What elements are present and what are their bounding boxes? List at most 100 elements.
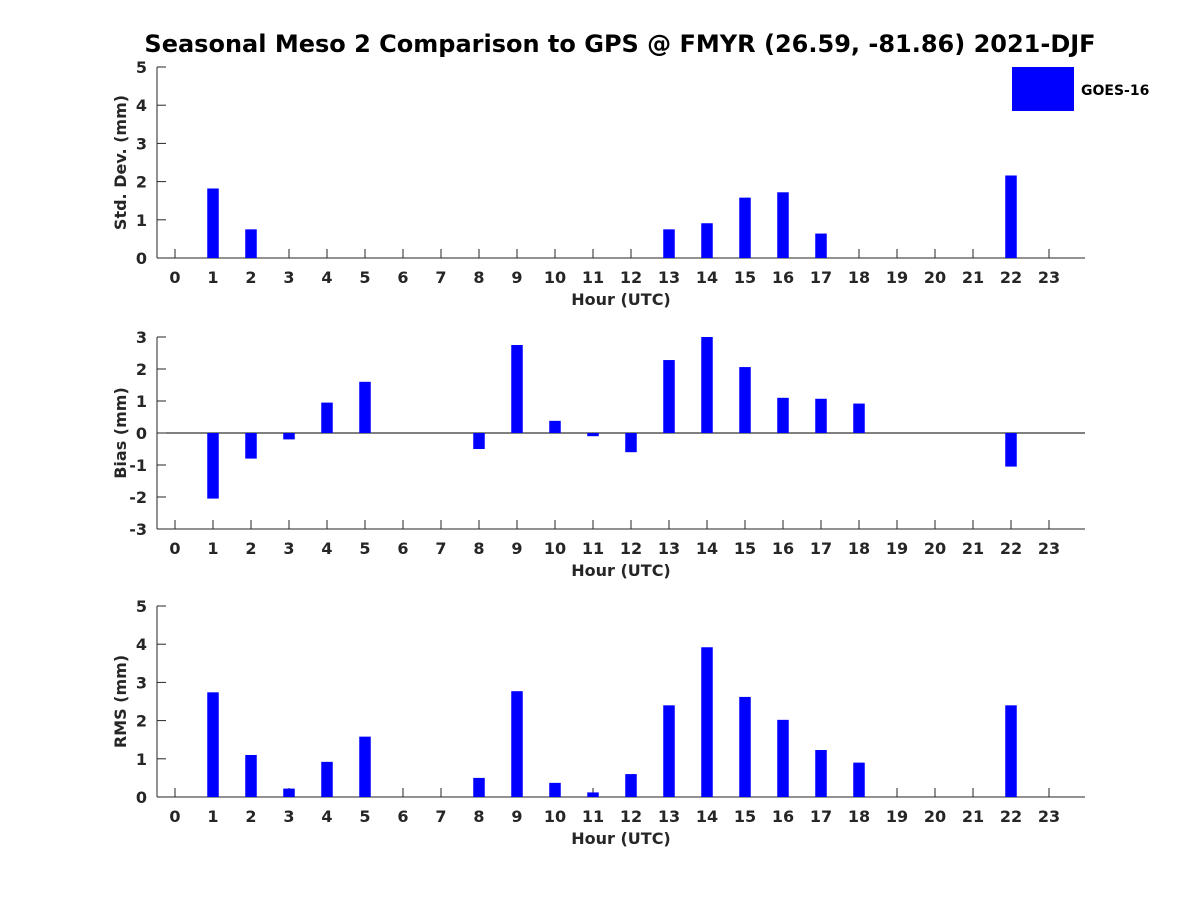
bar-hour-13 <box>663 360 675 433</box>
x-tick-label: 6 <box>397 807 408 826</box>
bar-hour-8 <box>473 777 485 797</box>
x-tick-label: 17 <box>810 807 832 826</box>
x-tick-label: 0 <box>169 807 180 826</box>
bar-hour-12 <box>625 433 637 453</box>
x-tick-label: 13 <box>658 268 680 287</box>
bar-hour-8 <box>473 433 485 449</box>
x-tick-label: 11 <box>582 268 604 287</box>
bar-hour-18 <box>853 762 865 797</box>
x-tick-label: 15 <box>734 807 756 826</box>
x-tick-label: 9 <box>511 807 522 826</box>
x-tick-label: 5 <box>359 539 370 558</box>
bar-hour-3 <box>283 433 295 440</box>
x-tick-label: 3 <box>283 807 294 826</box>
x-tick-label: 18 <box>848 268 870 287</box>
x-axis-label: Hour (UTC) <box>571 290 671 309</box>
bar-hour-3 <box>283 788 295 797</box>
x-tick-label: 18 <box>848 807 870 826</box>
x-tick-label: 19 <box>886 539 908 558</box>
x-tick-label: 14 <box>696 807 718 826</box>
bar-hour-18 <box>853 403 865 433</box>
bar-hour-1 <box>207 433 219 499</box>
x-tick-label: 13 <box>658 807 680 826</box>
y-tick-label: 1 <box>136 392 147 411</box>
x-tick-label: 6 <box>397 539 408 558</box>
x-tick-label: 12 <box>620 268 642 287</box>
x-tick-label: 22 <box>1000 268 1022 287</box>
y-tick-label: 5 <box>136 58 147 77</box>
x-tick-label: 20 <box>924 539 946 558</box>
x-tick-label: 21 <box>962 539 984 558</box>
y-tick-label: -3 <box>129 520 147 539</box>
x-tick-label: 4 <box>321 268 332 287</box>
bar-hour-16 <box>777 397 789 433</box>
bar-hour-10 <box>549 782 561 797</box>
bar-hour-14 <box>701 647 713 797</box>
x-tick-label: 1 <box>207 807 218 826</box>
x-tick-label: 3 <box>283 539 294 558</box>
x-tick-label: 1 <box>207 539 218 558</box>
x-tick-label: 2 <box>245 807 256 826</box>
bar-hour-22 <box>1005 175 1017 258</box>
x-tick-label: 0 <box>169 539 180 558</box>
y-tick-label: -2 <box>129 488 147 507</box>
bar-hour-11 <box>587 433 599 437</box>
y-tick-label: 0 <box>136 249 147 268</box>
x-tick-label: 15 <box>734 268 756 287</box>
x-tick-label: 16 <box>772 268 794 287</box>
y-tick-label: 1 <box>136 211 147 230</box>
x-tick-label: 5 <box>359 807 370 826</box>
bar-hour-13 <box>663 705 675 797</box>
x-tick-label: 7 <box>435 539 446 558</box>
bar-hour-17 <box>815 398 827 433</box>
x-tick-label: 1 <box>207 268 218 287</box>
bar-hour-14 <box>701 223 713 258</box>
x-tick-label: 7 <box>435 807 446 826</box>
bar-hour-4 <box>321 402 333 433</box>
y-tick-label: 2 <box>136 712 147 731</box>
bar-hour-5 <box>359 381 371 433</box>
bar-hour-13 <box>663 229 675 258</box>
bar-hour-9 <box>511 345 523 433</box>
x-tick-label: 23 <box>1038 807 1060 826</box>
bar-hour-16 <box>777 719 789 797</box>
x-tick-label: 11 <box>582 539 604 558</box>
x-tick-label: 20 <box>924 268 946 287</box>
y-tick-label: -1 <box>129 456 147 475</box>
bar-hour-16 <box>777 192 789 258</box>
bar-hour-4 <box>321 761 333 797</box>
x-tick-label: 7 <box>435 268 446 287</box>
x-tick-label: 19 <box>886 807 908 826</box>
x-tick-label: 9 <box>511 268 522 287</box>
x-tick-label: 0 <box>169 268 180 287</box>
x-axis-label: Hour (UTC) <box>571 561 671 580</box>
x-tick-label: 17 <box>810 539 832 558</box>
x-tick-label: 16 <box>772 539 794 558</box>
y-tick-label: 4 <box>136 96 147 115</box>
y-axis-label: Std. Dev. (mm) <box>111 95 130 230</box>
x-tick-label: 4 <box>321 539 332 558</box>
x-tick-label: 13 <box>658 539 680 558</box>
x-tick-label: 16 <box>772 807 794 826</box>
x-tick-label: 22 <box>1000 807 1022 826</box>
x-tick-label: 12 <box>620 807 642 826</box>
x-tick-label: 10 <box>544 539 566 558</box>
y-axis-label: RMS (mm) <box>111 655 130 748</box>
x-tick-label: 15 <box>734 539 756 558</box>
y-tick-label: 2 <box>136 360 147 379</box>
x-tick-label: 10 <box>544 807 566 826</box>
bar-hour-22 <box>1005 705 1017 797</box>
bar-hour-10 <box>549 420 561 433</box>
y-axis-label: Bias (mm) <box>111 387 130 479</box>
x-tick-label: 22 <box>1000 539 1022 558</box>
x-tick-label: 11 <box>582 807 604 826</box>
x-tick-label: 3 <box>283 268 294 287</box>
x-tick-label: 23 <box>1038 539 1060 558</box>
bar-hour-2 <box>245 754 257 797</box>
x-tick-label: 8 <box>473 807 484 826</box>
x-tick-label: 19 <box>886 268 908 287</box>
x-tick-label: 2 <box>245 268 256 287</box>
